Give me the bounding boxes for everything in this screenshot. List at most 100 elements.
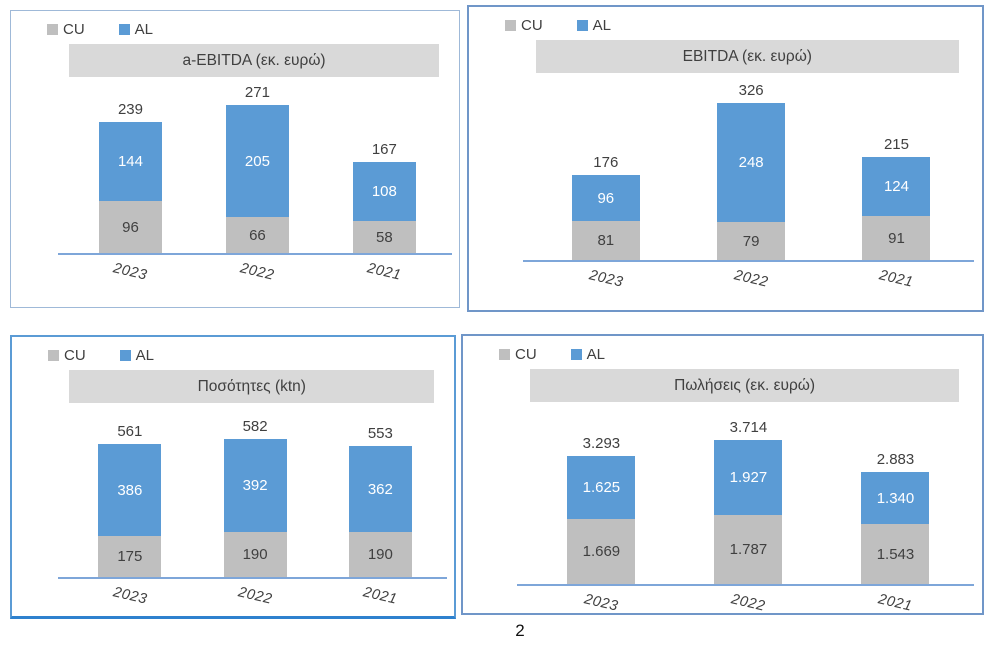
legend-item-cu: CU [48,347,86,364]
bar-segment-cu: 79 [717,222,786,260]
legend-label-al: AL [586,345,606,363]
x-axis-label-2023: 2023 [582,591,620,615]
x-axis-labels: 2023 2022 2021 [469,267,982,290]
total-label: 2.883 [876,451,915,468]
legend-swatch-al-icon [118,23,130,35]
total-label: 167 [371,141,397,158]
bar-group-2022: 3.714 1.927 1.787 [714,402,783,584]
bar-segment-al: 392 [223,439,287,532]
total-label: 326 [738,82,764,99]
plot-area: 3.293 1.625 1.669 3.714 1.927 1.787 2.883 1.340… [463,402,982,584]
x-axis-labels: 2023 2022 2021 [463,591,982,614]
chart-title-banner: Ποσότητες (ktn) [69,370,435,403]
bar-segment-cu: 190 [223,532,287,577]
legend-label-al: AL [135,346,155,364]
legend-swatch-al-icon [119,349,131,361]
chart-title-banner: a-EBITDA (εκ. ευρώ) [69,44,439,77]
bar-segment-cu: 1.787 [714,515,783,584]
chart-title-banner: Πωλήσεις (εκ. ευρώ) [530,369,959,402]
legend-label-cu: CU [64,346,86,364]
bar-segment-al: 124 [862,157,931,216]
bar-segment-al: 386 [98,444,162,536]
bar-segment-al: 248 [717,103,786,222]
legend-swatch-al-icon [576,19,588,31]
bar-segment-al: 1.625 [567,456,636,519]
x-axis-label-2022: 2022 [236,584,274,608]
legend-item-cu: CU [505,17,543,34]
legend-item-cu: CU [47,21,85,38]
legend-item-al: AL [119,346,155,364]
bar-group-2021: 167 108 58 [352,77,416,253]
chart-panel-ebitda: CU AL EBITDA (εκ. ευρώ) 176 96 81 326 248 79 21… [467,5,984,312]
legend-label-cu: CU [515,345,537,363]
plot-area: 561 386 175 582 392 190 553 362 190 [12,403,454,577]
bar-segment-al: 108 [352,162,416,221]
bar-segment-al: 362 [348,446,412,532]
total-label: 176 [593,154,619,171]
x-axis-label-2022: 2022 [729,591,767,615]
bar-group-2022: 271 205 66 [225,77,289,253]
legend-swatch-cu-icon [499,348,510,360]
total-label: 3.714 [729,419,768,436]
bar-group-2022: 582 392 190 [223,403,287,577]
chart-legend: CU AL [48,346,454,364]
x-axis-labels: 2023 2022 2021 [11,260,459,283]
x-axis-line [58,577,448,579]
bar-segment-al: 1.340 [861,472,930,524]
total-label: 215 [883,136,909,153]
x-axis-label-2021: 2021 [876,591,914,615]
x-axis-line [522,260,975,262]
x-axis-label-2022: 2022 [732,267,770,291]
total-label: 561 [117,423,143,440]
legend-item-al: AL [576,16,612,34]
legend-item-al: AL [570,345,606,363]
bar-segment-cu: 91 [862,216,931,260]
bar-segment-al: 144 [98,122,162,201]
chart-legend: CU AL [505,16,982,34]
legend-swatch-cu-icon [47,23,58,35]
bar-segment-cu: 81 [571,221,640,260]
bar-group-2023: 561 386 175 [98,403,162,577]
legend-label-al: AL [134,20,154,38]
legend-item-al: AL [118,20,154,38]
bar-segment-cu: 175 [98,536,162,577]
chart-panel-quantities: CU AL Ποσότητες (ktn) 561 386 175 582 392 190 5… [10,335,456,619]
chart-panel-sales: CU AL Πωλήσεις (εκ. ευρώ) 3.293 1.625 1.669… [461,334,984,615]
bar-group-2023: 239 144 96 [98,77,162,253]
chart-title-banner: EBITDA (εκ. ευρώ) [535,40,959,73]
bar-segment-cu: 1.543 [861,524,930,584]
bar-group-2021: 2.883 1.340 1.543 [861,402,930,584]
chart-panel-a-ebitda: CU AL a-EBITDA (εκ. ευρώ) 239 144 96 271 205 6… [10,10,460,308]
total-label: 271 [244,84,270,101]
x-axis-label-2022: 2022 [238,260,276,284]
legend-swatch-al-icon [570,348,582,360]
bar-segment-al: 205 [225,105,289,217]
x-axis-label-2021: 2021 [877,267,915,291]
x-axis-label-2023: 2023 [587,267,625,291]
chart-legend: CU AL [47,20,459,38]
legend-label-al: AL [592,16,612,34]
chart-legend: CU AL [499,345,982,363]
bar-segment-cu: 1.669 [567,519,636,584]
page-number: 2 [515,621,525,640]
legend-swatch-cu-icon [505,19,516,31]
x-axis-line [517,584,975,586]
bar-segment-cu: 190 [348,532,412,577]
plot-area: 239 144 96 271 205 66 167 108 58 [11,77,459,253]
legend-item-cu: CU [499,346,537,363]
total-label: 3.293 [582,435,621,452]
total-label: 582 [242,418,268,435]
x-axis-line [58,253,453,255]
total-label: 239 [117,101,143,118]
x-axis-labels: 2023 2022 2021 [12,584,454,607]
x-axis-label-2021: 2021 [365,260,403,284]
legend-label-cu: CU [63,20,85,38]
bar-group-2021: 553 362 190 [348,403,412,577]
plot-area: 176 96 81 326 248 79 215 124 91 [469,73,982,260]
bar-group-2021: 215 124 91 [862,73,931,260]
legend-label-cu: CU [521,16,543,34]
bar-segment-al: 1.927 [714,440,783,515]
x-axis-label-2023: 2023 [111,260,149,284]
bar-group-2023: 3.293 1.625 1.669 [567,402,636,584]
